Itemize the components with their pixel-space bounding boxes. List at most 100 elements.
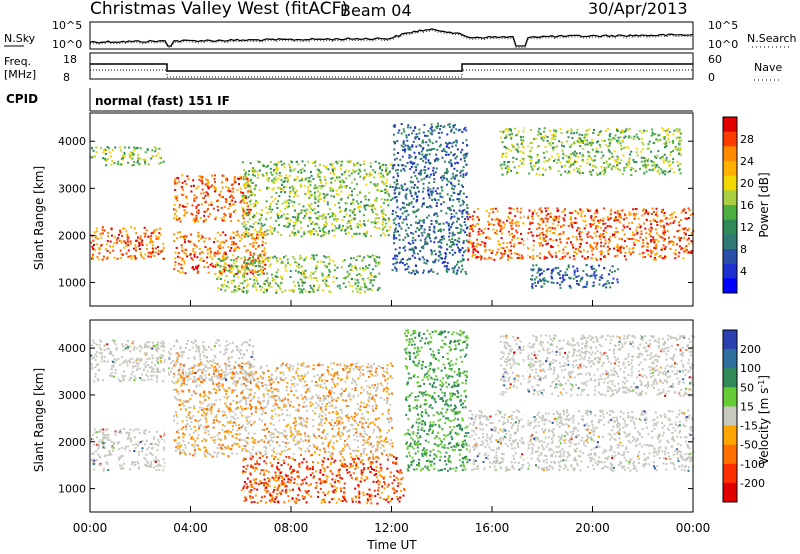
heatmap-cell — [118, 233, 120, 236]
heatmap-cell — [630, 237, 633, 240]
heatmap-cell — [175, 246, 178, 249]
heatmap-cell — [443, 150, 446, 152]
heatmap-cell — [552, 268, 555, 271]
heatmap-cell — [490, 208, 493, 211]
heatmap-cell — [195, 371, 198, 374]
heatmap-cell — [420, 150, 423, 153]
heatmap-cell — [148, 357, 151, 360]
heatmap-cell — [567, 156, 570, 159]
heatmap-cell — [594, 277, 597, 280]
heatmap-cell — [129, 439, 132, 442]
noise-right-label: N.Search — [747, 32, 797, 45]
heatmap-cell — [659, 255, 661, 258]
heatmap-cell — [411, 163, 414, 166]
heatmap-cell — [595, 243, 598, 246]
heatmap-cell — [404, 210, 407, 213]
heatmap-cell — [279, 275, 282, 278]
heatmap-cell — [356, 290, 359, 293]
heatmap-cell — [93, 231, 96, 234]
heatmap-cell — [342, 173, 345, 176]
heatmap-cell — [232, 196, 235, 199]
heatmap-cell — [500, 225, 503, 228]
heatmap-cell — [642, 208, 645, 211]
heatmap-cell — [316, 217, 319, 220]
heatmap-cell — [258, 269, 261, 272]
heatmap-cell — [388, 229, 391, 232]
heatmap-cell — [346, 275, 349, 278]
heatmap-cell — [263, 252, 266, 255]
heatmap-cell — [484, 250, 486, 253]
heatmap-cell — [358, 168, 361, 171]
heatmap-cell — [423, 231, 426, 234]
heatmap-cell — [144, 354, 147, 356]
heatmap-cell — [553, 146, 556, 149]
heatmap-cell — [283, 180, 286, 183]
heatmap-cell — [249, 225, 252, 228]
heatmap-cell — [162, 380, 165, 383]
heatmap-cell — [178, 206, 181, 209]
heatmap-cell — [93, 356, 96, 359]
heatmap-cell — [250, 194, 253, 197]
heatmap-cell — [422, 221, 425, 224]
heatmap-cell — [340, 210, 343, 212]
heatmap-cell — [212, 359, 215, 362]
heatmap-cell — [433, 261, 436, 264]
heatmap-cell — [430, 268, 433, 271]
heatmap-cell — [406, 161, 409, 164]
heatmap-cell — [179, 366, 182, 369]
heatmap-cell — [625, 217, 628, 219]
heatmap-cell — [355, 259, 358, 262]
heatmap-cell — [315, 277, 318, 279]
heatmap-cell — [678, 169, 681, 172]
heatmap-cell — [102, 467, 105, 470]
heatmap-cell — [156, 430, 159, 433]
heatmap-cell — [510, 256, 513, 259]
heatmap-cell — [682, 209, 685, 212]
heatmap-cell — [111, 149, 114, 151]
heatmap-cell — [261, 271, 264, 274]
heatmap-cell — [678, 239, 681, 242]
heatmap-cell — [249, 263, 252, 266]
heatmap-cell — [276, 167, 279, 170]
heatmap-cell — [490, 252, 493, 254]
heatmap-cell — [448, 208, 451, 211]
heatmap-cell — [590, 216, 593, 219]
heatmap-cell — [265, 257, 268, 260]
heatmap-cell — [198, 175, 201, 178]
heatmap-cell — [328, 230, 330, 233]
heatmap-cell — [257, 222, 260, 225]
heatmap-cell — [437, 158, 440, 161]
heatmap-cell — [655, 238, 658, 241]
heatmap-cell — [92, 257, 94, 260]
heatmap-cell — [392, 219, 395, 222]
heatmap-cell — [248, 258, 250, 261]
heatmap-cell — [177, 370, 180, 372]
heatmap-cell — [221, 240, 224, 243]
heatmap-cell — [159, 161, 162, 164]
heatmap-cell — [248, 200, 251, 203]
heatmap-cell — [463, 156, 466, 159]
heatmap-cell — [370, 173, 373, 176]
heatmap-cell — [579, 145, 582, 148]
heatmap-cell — [353, 188, 356, 191]
heatmap-cell — [593, 267, 595, 270]
heatmap-cell — [601, 251, 604, 254]
heatmap-cell — [533, 164, 536, 167]
cpid-label: CPID — [6, 92, 38, 106]
heatmap-cell — [577, 212, 580, 215]
heatmap-cell — [176, 182, 178, 185]
heatmap-cell — [421, 148, 424, 151]
heatmap-cell — [216, 205, 219, 208]
heatmap-cell — [143, 456, 146, 459]
y-tick-label: 1000 — [58, 276, 86, 289]
heatmap-cell — [193, 268, 195, 271]
heatmap-cell — [462, 209, 464, 212]
heatmap-cell — [642, 242, 645, 244]
heatmap-cell — [233, 290, 236, 293]
heatmap-cell — [333, 229, 336, 232]
heatmap-cell — [352, 198, 355, 201]
heatmap-cell — [510, 135, 513, 138]
heatmap-cell — [113, 162, 116, 164]
heatmap-cell — [119, 240, 122, 243]
heatmap-cell — [663, 229, 666, 232]
